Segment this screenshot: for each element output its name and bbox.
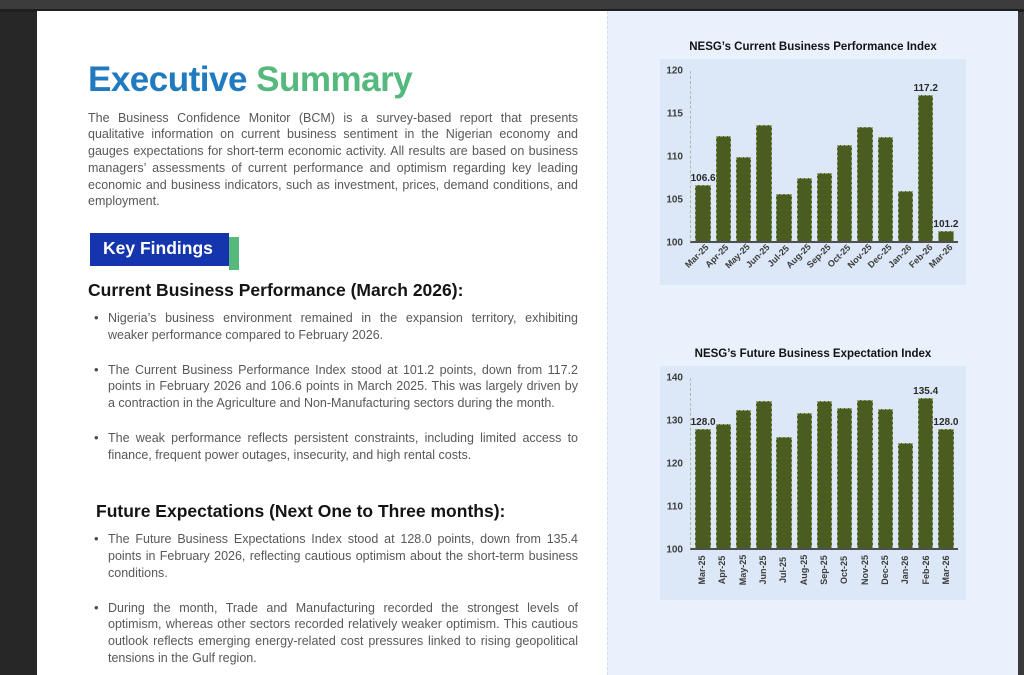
y-tick-label: 110 xyxy=(666,501,683,513)
y-tick-label: 140 xyxy=(666,372,683,384)
page-title: Executive Summary xyxy=(88,60,578,100)
y-tick-label: 115 xyxy=(666,108,683,120)
bar-Apr-25 xyxy=(713,71,733,241)
bar-Jul-25 xyxy=(774,378,794,548)
bar-Nov-25 xyxy=(855,71,875,241)
bar-Nov-25 xyxy=(855,378,875,548)
charts-panel: NESG’s Current Business Performance Inde… xyxy=(607,11,1018,675)
bar-Aug-25 xyxy=(794,71,814,241)
x-axis-labels: Mar-25 Apr-25 May-25 Jun-25 Jul-25 Aug-25 Sep-… xyxy=(683,242,958,283)
chart-title: NESG’s Future Business Expectation Index xyxy=(694,348,932,360)
bar-value-label: 128.0 xyxy=(690,417,716,428)
bar-Oct-25 xyxy=(835,378,855,548)
chart-title: NESG’s Current Business Performance Inde… xyxy=(689,41,937,53)
bar-value-label: 106.6 xyxy=(690,172,716,184)
key-findings-accent-bar xyxy=(228,237,239,270)
x-tick-label: Nov-25 xyxy=(859,554,870,586)
bar-value-label: 117.2 xyxy=(913,82,938,94)
bullet-item: During the month, Trade and Manufacturin… xyxy=(94,599,578,667)
bar-Oct-25 xyxy=(835,71,855,241)
bar-Jun-25 xyxy=(754,71,774,241)
y-tick-label: 130 xyxy=(666,415,683,427)
bar-Jan-26 xyxy=(895,378,915,548)
y-tick-label: 100 xyxy=(666,544,683,556)
x-tick-label: Mar-26 xyxy=(926,242,955,270)
x-tick-label: Jan-26 xyxy=(900,555,911,585)
bar-May-25 xyxy=(733,378,753,548)
x-tick-label: Sep-25 xyxy=(819,555,830,585)
x-tick-label: Mar-26 xyxy=(940,555,951,585)
viewer-top-bar xyxy=(0,0,1024,9)
section-heading-future-expectations: Future Expectations (Next One to Three m… xyxy=(96,501,506,522)
bar-Feb-26: 135.4 xyxy=(913,378,939,548)
bar-Mar-25: 106.6 xyxy=(690,71,716,241)
bar-Jun-25 xyxy=(754,378,774,548)
y-tick-label: 120 xyxy=(666,65,683,77)
bullet-item: Nigeria’s business environment remained … xyxy=(94,309,578,344)
x-tick-label: Oct-25 xyxy=(839,555,850,585)
x-tick-label: Feb-26 xyxy=(920,555,931,585)
x-axis-labels: Mar-25 Apr-25 May-25 Jun-25 Jul-25 Aug-25 Sep-… xyxy=(690,550,958,598)
section-heading-current-performance: Current Business Performance (March 2026… xyxy=(88,280,464,300)
bar-Mar-25: 128.0 xyxy=(690,378,716,548)
bullet-item: The weak performance reflects persistent… xyxy=(94,429,578,464)
bar-value-label: 128.0 xyxy=(933,417,959,428)
viewer-right-margin xyxy=(1018,12,1024,675)
bar-Sep-25 xyxy=(814,71,834,241)
bar-Dec-25 xyxy=(875,71,895,241)
y-tick-label: 110 xyxy=(666,151,683,163)
bar-Jan-26 xyxy=(895,71,915,241)
bar-value-label: 135.4 xyxy=(913,385,939,397)
x-tick-label: Jun-25 xyxy=(758,555,769,585)
y-axis: 100 105 110 115 120 xyxy=(662,66,690,249)
current-performance-bullets: Nigeria’s business environment remained … xyxy=(94,309,578,464)
plot-area: 128.0 135.4 128.0 xyxy=(690,378,958,550)
y-tick-label: 100 xyxy=(666,237,683,249)
chart-future-business-expectation-index: NESG’s Future Business Expectation Index… xyxy=(660,348,966,600)
x-tick-label: Dec-25 xyxy=(879,555,890,585)
bar-Mar-26: 128.0 xyxy=(933,378,959,548)
bar-May-25 xyxy=(733,71,753,241)
page-title-word-summary: Summary xyxy=(256,60,413,99)
x-tick-label: Apr-25 xyxy=(717,555,728,585)
document-page: Executive Summary The Business Confidenc… xyxy=(37,11,607,675)
x-tick-label: May-25 xyxy=(737,554,748,586)
bar-Mar-26: 101.2 xyxy=(933,71,959,241)
bar-Apr-25 xyxy=(713,378,733,548)
bar-Aug-25 xyxy=(794,378,814,548)
y-tick-label: 120 xyxy=(666,458,683,470)
text-column: Executive Summary The Business Confidenc… xyxy=(37,11,607,667)
key-findings-badge: Key Findings xyxy=(90,233,239,270)
key-findings-label: Key Findings xyxy=(90,233,229,266)
x-tick-label: Aug-25 xyxy=(798,554,809,586)
bar-Sep-25 xyxy=(814,378,834,548)
chart-plot-container: 100 105 110 115 120 106.6 117.2 101.2 Mar-25 Ap… xyxy=(660,59,966,285)
intro-paragraph: The Business Confidence Monitor (BCM) is… xyxy=(88,110,578,209)
bar-Jul-25 xyxy=(774,71,794,241)
chart-plot-container: 100 110 120 130 140 128.0 135.4 128.0 Mar-25 Ap… xyxy=(660,366,966,600)
viewer-left-margin xyxy=(0,12,37,675)
bar-value-label: 101.2 xyxy=(933,218,959,230)
x-tick-label: Mar-25 xyxy=(697,555,708,585)
bullet-item: The Current Business Performance Index s… xyxy=(94,360,578,412)
bar-Feb-26: 117.2 xyxy=(913,71,938,241)
y-tick-label: 105 xyxy=(666,194,683,206)
y-axis: 100 110 120 130 140 xyxy=(662,373,690,556)
bar-Dec-25 xyxy=(875,378,895,548)
viewer-top-bar-edge xyxy=(0,9,1024,12)
page-title-word-executive: Executive xyxy=(88,60,247,99)
x-tick-label: Jul-25 xyxy=(778,556,789,584)
plot-area: 106.6 117.2 101.2 xyxy=(690,71,958,243)
future-expectations-bullets: The Future Business Expectations Index s… xyxy=(94,530,578,667)
chart-current-business-performance-index: NESG’s Current Business Performance Inde… xyxy=(660,41,966,285)
bullet-item: The Future Business Expectations Index s… xyxy=(94,530,578,581)
